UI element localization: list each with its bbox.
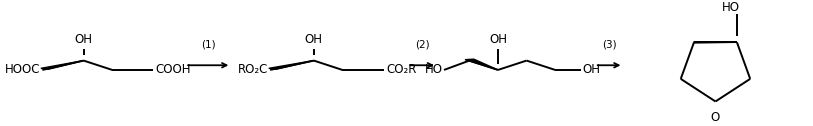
Text: OH: OH (305, 33, 323, 46)
Text: O: O (711, 111, 720, 124)
Text: RO₂C: RO₂C (238, 63, 268, 76)
Polygon shape (41, 61, 84, 69)
Text: COOH: COOH (156, 63, 191, 76)
Text: OH: OH (489, 33, 507, 46)
Text: (2): (2) (415, 39, 429, 49)
Text: HO: HO (722, 1, 740, 14)
Text: OH: OH (582, 63, 600, 76)
Polygon shape (269, 61, 314, 69)
Text: HO: HO (425, 63, 443, 76)
Text: OH: OH (75, 33, 93, 46)
Text: HOOC: HOOC (5, 63, 41, 76)
Text: CO₂R: CO₂R (386, 63, 416, 76)
Text: (1): (1) (201, 39, 215, 49)
Text: (3): (3) (602, 39, 616, 49)
Polygon shape (465, 59, 498, 70)
Polygon shape (694, 42, 737, 43)
